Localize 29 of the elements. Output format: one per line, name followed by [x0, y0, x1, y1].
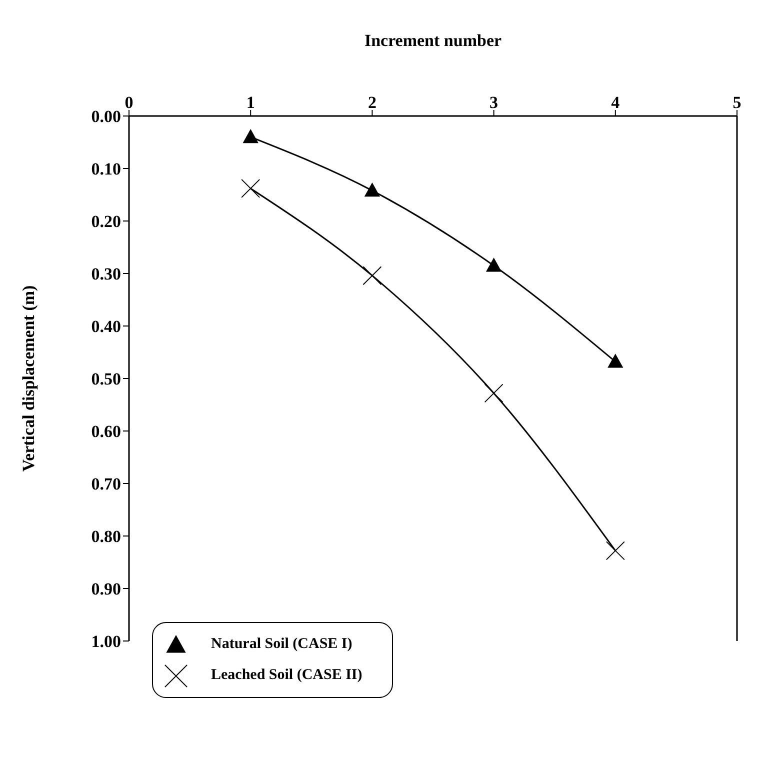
y-tick-label: 0.50 — [91, 370, 121, 389]
y-tick-label: 0.70 — [91, 474, 121, 494]
point — [606, 541, 625, 560]
x-tick-label: 1 — [246, 93, 255, 112]
point — [362, 266, 382, 286]
point — [364, 183, 380, 197]
point — [608, 354, 623, 368]
x-tick-label: 4 — [611, 93, 620, 112]
y-tick-label: 1.00 — [91, 632, 121, 652]
y-tick-label: 0.00 — [91, 107, 121, 126]
point — [484, 384, 504, 403]
x-tick-label: 3 — [490, 93, 498, 112]
point — [243, 130, 258, 144]
x-tick-label: 5 — [732, 93, 742, 112]
y-axis-title: Vertical displacement (m) — [19, 285, 38, 472]
x-tick-label: 2 — [368, 93, 376, 112]
point — [486, 258, 502, 272]
x-axis-title: Increment number — [364, 31, 502, 50]
y-tick-label: 0.40 — [91, 317, 121, 336]
point — [241, 178, 260, 198]
y-tick-label: 0.10 — [91, 160, 121, 179]
y-tick-label: 0.60 — [91, 422, 121, 442]
y-tick-label: 0.30 — [91, 264, 121, 284]
legend-label: Natural Soil (CASE I) — [211, 636, 352, 653]
y-tick-label: 0.20 — [91, 212, 121, 232]
legend-label: Leached Soil (CASE II) — [211, 667, 362, 684]
y-tick-label: 0.90 — [91, 580, 121, 599]
y-tick-label: 0.80 — [91, 527, 121, 546]
x-tick-label: 0 — [124, 93, 134, 112]
